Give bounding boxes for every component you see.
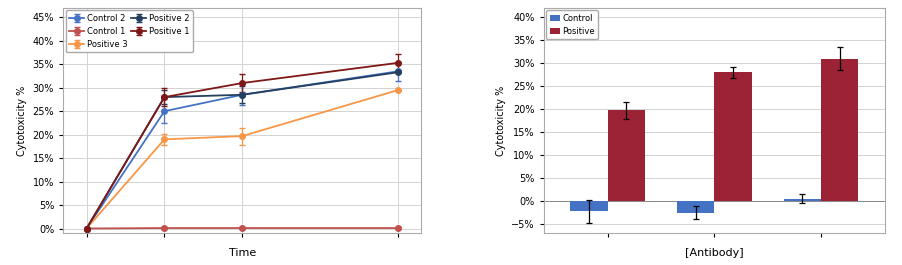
Bar bbox=[783, 199, 820, 201]
Legend: Control 2, Control 1, Positive 3, Positive 2, Positive 1: Control 2, Control 1, Positive 3, Positi… bbox=[66, 10, 192, 52]
Y-axis label: Cytotoxicity %: Cytotoxicity % bbox=[495, 85, 505, 156]
Bar bbox=[820, 59, 857, 201]
Y-axis label: Cytotoxicity %: Cytotoxicity % bbox=[17, 85, 27, 156]
Bar bbox=[713, 72, 750, 201]
X-axis label: Time: Time bbox=[228, 248, 255, 258]
Bar bbox=[570, 201, 607, 211]
Legend: Control, Positive: Control, Positive bbox=[546, 10, 597, 39]
X-axis label: [Antibody]: [Antibody] bbox=[685, 248, 743, 258]
Bar bbox=[607, 111, 644, 201]
Bar bbox=[676, 201, 713, 213]
